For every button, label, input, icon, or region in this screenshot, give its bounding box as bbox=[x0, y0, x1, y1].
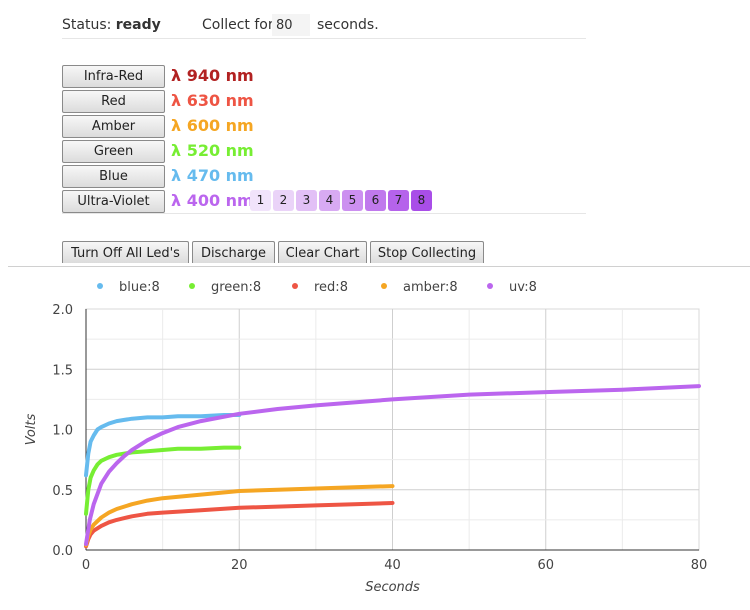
status-label: Status: ready bbox=[62, 17, 161, 33]
turn-off-all-led-s-button[interactable]: Turn Off All Led's bbox=[62, 241, 189, 263]
led-button-green[interactable]: Green bbox=[62, 140, 165, 163]
y-axis-label: Volts bbox=[24, 413, 39, 445]
led-button-amber[interactable]: Amber bbox=[62, 115, 165, 138]
series-line-blue-8 bbox=[84, 413, 242, 478]
x-tick-label: 40 bbox=[384, 558, 401, 573]
led-row-infra-red: Infra-Red λ 940 nm bbox=[62, 64, 586, 89]
wavelength-label: λ 940 nm bbox=[171, 66, 254, 85]
uv-intensity-3-button[interactable]: 3 bbox=[296, 190, 317, 211]
x-axis-label: Seconds bbox=[365, 580, 420, 595]
voltage-chart: 0 20 40 60 80 0.0 0.5 1.0 1.5 2.0 Seconds Volts blue… bbox=[24, 280, 708, 595]
legend-label: uv:8 bbox=[509, 280, 537, 295]
legend-marker bbox=[97, 283, 103, 289]
section-divider bbox=[8, 266, 750, 267]
led-button-blue[interactable]: Blue bbox=[62, 165, 165, 188]
legend-marker bbox=[381, 283, 387, 289]
series-line-red-8 bbox=[84, 501, 395, 549]
uv-intensity-6-button[interactable]: 6 bbox=[365, 190, 386, 211]
led-row-green: Green λ 520 nm bbox=[62, 139, 586, 164]
uv-intensity-4-button[interactable]: 4 bbox=[319, 190, 340, 211]
legend-marker bbox=[487, 283, 493, 289]
legend-label: amber:8 bbox=[403, 280, 458, 295]
y-tick-label: 1.0 bbox=[52, 424, 73, 439]
x-tick-label: 60 bbox=[537, 558, 554, 573]
y-tick-label: 0.5 bbox=[52, 484, 73, 499]
x-tick-label: 20 bbox=[231, 558, 248, 573]
led-button-red[interactable]: Red bbox=[62, 90, 165, 113]
led-row-amber: Amber λ 600 nm bbox=[62, 114, 586, 139]
uv-intensity-1-button[interactable]: 1 bbox=[250, 190, 271, 211]
status-bar: Status: ready Collect for: seconds. bbox=[62, 14, 586, 39]
status-value: ready bbox=[115, 17, 161, 33]
collect-label: Collect for: bbox=[202, 17, 279, 33]
y-tick-label: 0.0 bbox=[52, 544, 73, 559]
led-row-red: Red λ 630 nm bbox=[62, 89, 586, 114]
series-line-green-8 bbox=[84, 445, 242, 516]
x-tick-label: 80 bbox=[691, 558, 708, 573]
x-tick-label: 0 bbox=[82, 558, 90, 573]
collect-unit: seconds. bbox=[317, 17, 379, 33]
series-line-uv-8 bbox=[84, 384, 701, 546]
legend-label: green:8 bbox=[211, 280, 261, 295]
uv-intensity-5-button[interactable]: 5 bbox=[342, 190, 363, 211]
wavelength-label: λ 400 nm bbox=[171, 191, 254, 210]
uv-intensity-2-button[interactable]: 2 bbox=[273, 190, 294, 211]
legend-label: red:8 bbox=[314, 280, 348, 295]
legend-marker bbox=[292, 283, 298, 289]
wavelength-label: λ 600 nm bbox=[171, 116, 254, 135]
legend-label: blue:8 bbox=[119, 280, 160, 295]
uv-intensity-8-button[interactable]: 8 bbox=[411, 190, 432, 211]
uv-intensity-7-button[interactable]: 7 bbox=[388, 190, 409, 211]
led-row-blue: Blue λ 470 nm bbox=[62, 164, 586, 189]
legend-marker bbox=[189, 283, 195, 289]
led-button-infra-red[interactable]: Infra-Red bbox=[62, 65, 165, 88]
y-tick-label: 2.0 bbox=[52, 303, 73, 318]
wavelength-label: λ 630 nm bbox=[171, 91, 254, 110]
wavelength-label: λ 470 nm bbox=[171, 166, 254, 185]
stop-collecting-button[interactable]: Stop Collecting bbox=[370, 241, 484, 263]
series-line-amber-8 bbox=[84, 484, 395, 548]
wavelength-label: λ 520 nm bbox=[171, 141, 254, 160]
led-row-ultra-violet: Ultra-Violet λ 400 nm 1 2 3 4 5 6 7 8 bbox=[62, 189, 586, 214]
y-tick-label: 1.5 bbox=[52, 363, 73, 378]
led-button-ultra-violet[interactable]: Ultra-Violet bbox=[62, 190, 165, 213]
collect-seconds-input[interactable] bbox=[272, 14, 310, 36]
clear-chart-button[interactable]: Clear Chart bbox=[278, 241, 367, 263]
discharge-button[interactable]: Discharge bbox=[192, 241, 275, 263]
